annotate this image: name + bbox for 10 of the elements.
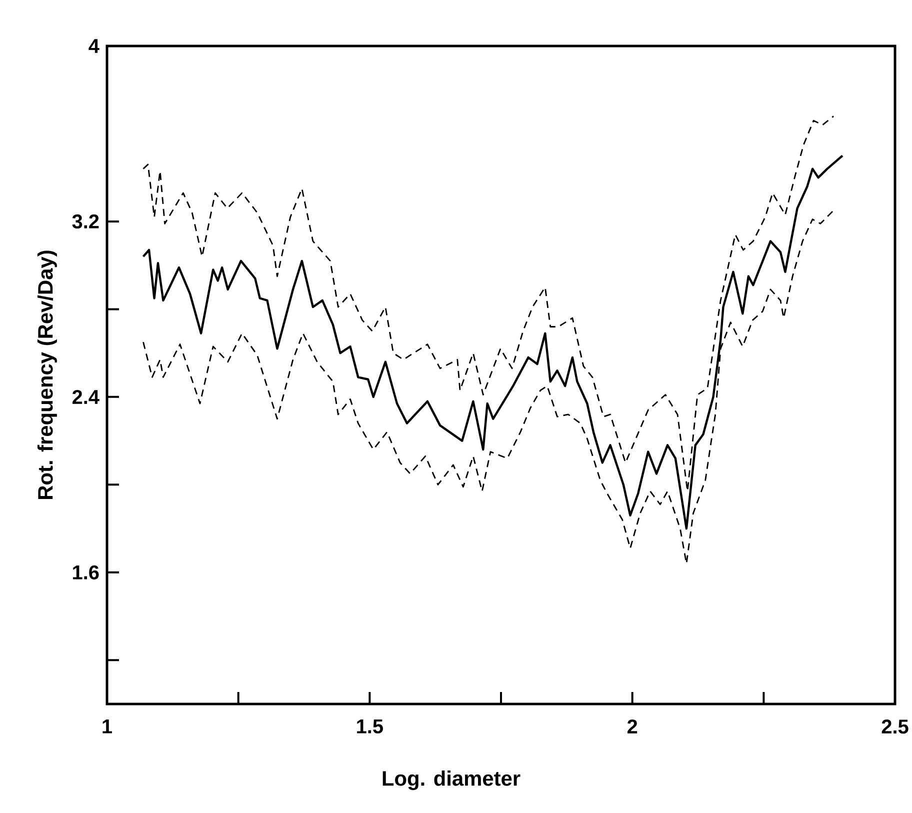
x-tick-label: 1.5 xyxy=(357,720,383,734)
y-tick-label: 4 xyxy=(88,39,100,53)
y-tick-label: 1.6 xyxy=(73,565,99,580)
x-tick-label: 1 xyxy=(102,720,112,734)
x-tick-label: 2 xyxy=(627,720,638,734)
x-axis-title: Log. diameter xyxy=(382,770,520,790)
y-tick-label: 2.4 xyxy=(72,390,100,404)
y-tick-label: 3.2 xyxy=(72,214,99,229)
y-axis-title: Rot. frequency (Rev/Day) xyxy=(37,250,57,499)
x-tick-label: 2.5 xyxy=(882,720,908,734)
